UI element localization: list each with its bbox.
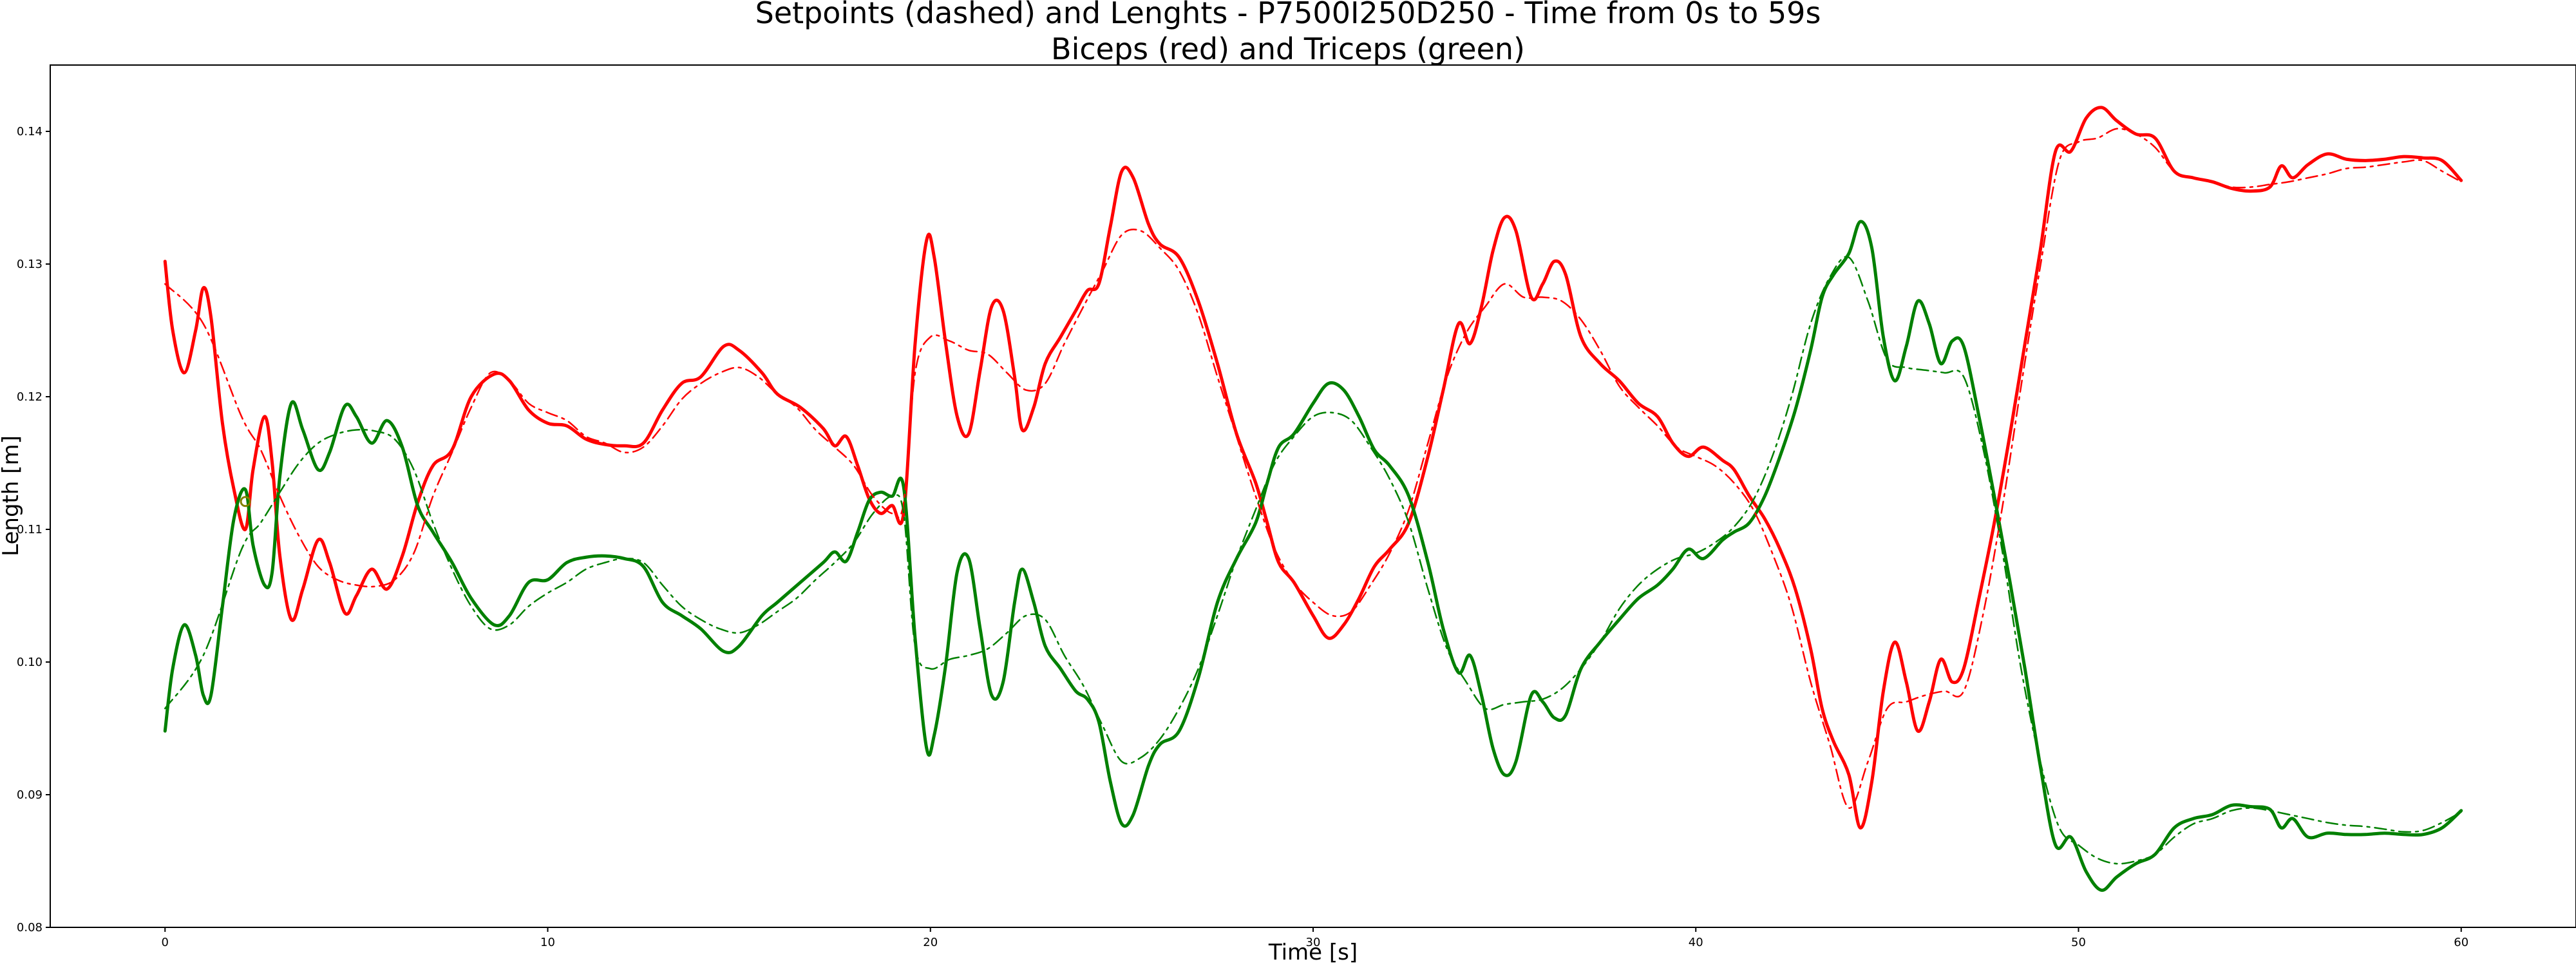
y-tick-label: 0.10 (17, 656, 43, 669)
y-tick-label: 0.09 (17, 788, 43, 802)
chart-subtitle: Biceps (red) and Triceps (green) (1051, 32, 1525, 66)
biceps-setpoint-line (164, 128, 2462, 809)
series-layer (163, 106, 2463, 892)
triceps-setpoint-line (164, 256, 2462, 865)
annotation-layer (240, 496, 251, 507)
triceps-length-line (163, 220, 2463, 892)
y-tick-label: 0.11 (17, 523, 43, 536)
x-tick-label: 20 (923, 936, 938, 949)
biceps-length-line (163, 106, 2463, 830)
y-tick-label: 0.08 (17, 921, 43, 934)
x-tick-label: 0 (162, 936, 169, 949)
annotation-marker (240, 496, 251, 507)
plot-area (50, 64, 2576, 928)
chart-title: Setpoints (dashed) and Lenghts - P7500I2… (755, 0, 1821, 30)
x-tick-label: 30 (1306, 936, 1321, 949)
x-tick-label: 60 (2454, 936, 2468, 949)
x-tick-label: 50 (2071, 936, 2086, 949)
x-tick-label: 10 (540, 936, 555, 949)
tick-layer: 0 10 20 30 40 50 60 0.08 0.09 0.10 0.11 0.12 0.13 0.1… (17, 125, 2468, 949)
y-tick-label: 0.14 (17, 125, 43, 138)
y-tick-label: 0.12 (17, 390, 43, 404)
x-tick-label: 40 (1689, 936, 1703, 949)
y-axis-label: Length [m] (0, 435, 24, 556)
plot-frame (50, 64, 2576, 928)
x-axis-label: Time [s] (1268, 940, 1358, 965)
y-tick-label: 0.13 (17, 258, 43, 271)
